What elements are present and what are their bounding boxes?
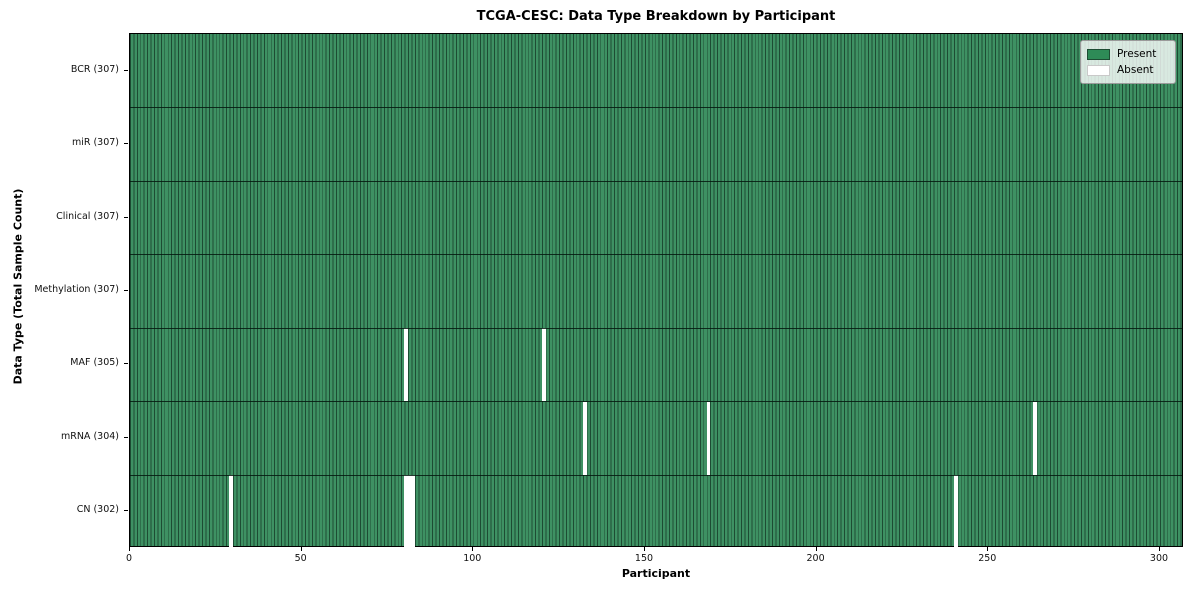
y-tick-label-Clinical: Clinical (307) xyxy=(56,210,119,222)
absent-cell-CN-81 xyxy=(407,475,412,548)
row-divider xyxy=(130,327,1182,329)
legend-item-absent: Absent xyxy=(1087,62,1169,78)
absent-cell-CN-80 xyxy=(404,475,409,548)
present-swatch-icon xyxy=(1087,48,1110,60)
absent-cell-mRNA-263 xyxy=(1032,401,1037,475)
x-tick-label-200: 200 xyxy=(806,553,825,564)
chart-title: TCGA-CESC: Data Type Breakdown by Partic… xyxy=(476,9,836,24)
y-tick-label-BCR: BCR (307) xyxy=(70,63,119,75)
absent-cell-mRNA-168 xyxy=(706,401,711,475)
y-tick-mark xyxy=(124,290,128,291)
y-tick-label-mRNA: mRNA (304) xyxy=(60,430,119,442)
row-divider xyxy=(130,474,1182,476)
absent-cell-CN-240 xyxy=(953,475,958,548)
x-tick-mark xyxy=(300,547,302,551)
row-divider xyxy=(130,254,1182,256)
absent-cell-CN-29 xyxy=(229,475,234,548)
y-tick-label-CN: CN (302) xyxy=(76,504,119,516)
x-tick-label-300: 300 xyxy=(1149,553,1169,564)
y-tick-mark xyxy=(124,436,128,438)
y-tick-label-Methylation: Methylation (307) xyxy=(34,284,119,295)
x-tick-label-150: 150 xyxy=(634,553,654,564)
y-tick-mark xyxy=(124,69,128,71)
x-tick-mark xyxy=(129,547,130,551)
x-tick-label-50: 50 xyxy=(294,553,307,564)
x-tick-label-0: 0 xyxy=(125,553,133,564)
x-tick-mark xyxy=(815,547,817,551)
y-tick-label-miR: miR (307) xyxy=(71,137,119,149)
absent-cell-CN-82 xyxy=(411,475,416,548)
x-tick-mark xyxy=(1159,547,1160,551)
y-tick-mark xyxy=(124,143,128,145)
legend: Present Absent xyxy=(1080,40,1176,84)
x-axis-label: Participant xyxy=(621,567,691,580)
absent-cell-mRNA-132 xyxy=(582,401,587,475)
absent-cell-MAF-80 xyxy=(404,328,409,402)
x-tick-label-100: 100 xyxy=(463,553,482,564)
y-tick-mark xyxy=(124,510,128,512)
legend-label-present: Present xyxy=(1117,48,1157,60)
row-divider xyxy=(130,180,1182,182)
y-tick-mark xyxy=(124,363,128,365)
x-tick-mark xyxy=(472,547,474,551)
row-divider xyxy=(130,107,1182,109)
x-tick-mark xyxy=(987,547,989,551)
absent-cell-MAF-120 xyxy=(541,328,546,402)
plot-area: Present Absent xyxy=(129,33,1183,548)
y-tick-label-MAF: MAF (305) xyxy=(70,357,119,369)
absent-swatch-icon xyxy=(1087,64,1110,76)
x-tick-mark xyxy=(644,547,645,551)
y-tick-mark xyxy=(124,216,128,218)
x-tick-label-250: 250 xyxy=(978,553,997,564)
legend-label-absent: Absent xyxy=(1117,64,1154,76)
legend-item-present: Present xyxy=(1087,46,1169,62)
row-divider xyxy=(130,401,1182,403)
